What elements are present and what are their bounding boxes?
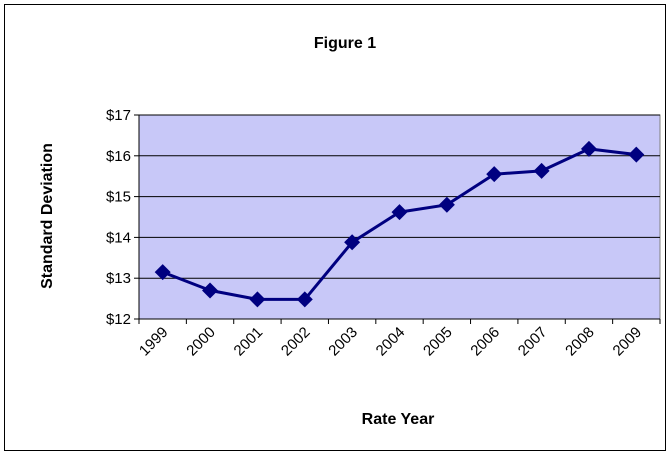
data-point-marker [486,166,503,183]
x-tick-label: 2000 [183,324,219,360]
y-tick-label: $17 [106,107,131,124]
data-point-marker [154,264,171,281]
x-tick-label: 1999 [136,324,172,360]
y-tick-label: $13 [106,270,131,287]
data-point-marker [249,291,266,308]
y-axis-label: Standard Deviation [39,143,56,289]
x-tick-label: 2005 [420,324,456,360]
chart-title: Figure 1 [314,35,376,52]
data-point-marker [202,282,219,299]
data-point-marker [580,140,597,157]
data-point-marker [296,291,313,308]
data-point-marker [344,234,361,251]
x-tick-label: 2007 [515,324,551,360]
data-point-marker [438,196,455,213]
data-point-marker [391,204,408,221]
data-point-marker [533,162,550,179]
x-tick-label: 2004 [373,324,409,360]
y-tick-label: $15 [106,189,131,206]
x-axis-ticks: 1999 2000 2001 2002 2003 2004 2005 2006 2007 2008… [136,319,661,360]
y-tick-label: $12 [106,311,131,328]
x-tick-label: 2009 [610,324,646,360]
data-markers [154,140,645,308]
y-axis-ticks: $12 $13 $14 $15 $16 $17 [106,107,139,328]
x-tick-label: 2003 [325,324,361,360]
x-tick-label: 2001 [231,324,267,360]
x-tick-label: 2002 [278,324,314,360]
y-tick-label: $16 [106,148,131,165]
x-axis-label: Rate Year [362,411,435,428]
data-point-marker [628,146,645,163]
x-tick-label: 2008 [562,324,598,360]
axes [138,115,660,320]
y-tick-label: $14 [106,229,131,246]
x-tick-label: 2006 [467,324,503,360]
